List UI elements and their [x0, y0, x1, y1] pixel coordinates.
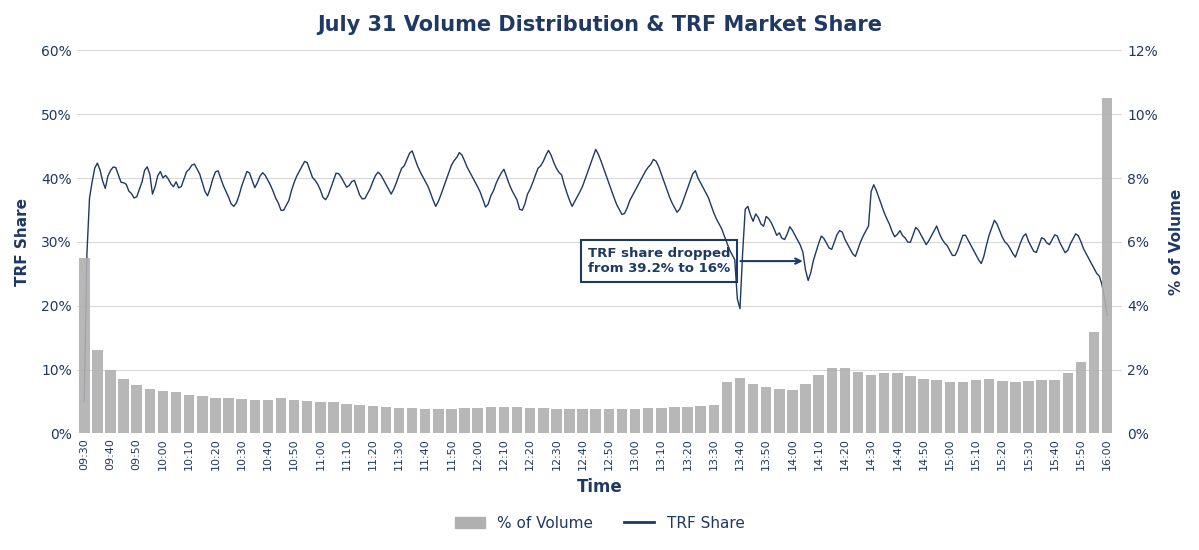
Bar — [643, 408, 653, 433]
Bar — [775, 389, 784, 433]
Bar — [342, 404, 351, 433]
Bar — [223, 398, 234, 433]
Bar — [433, 409, 444, 433]
Bar — [1023, 381, 1034, 433]
Bar — [145, 389, 155, 433]
Bar — [276, 398, 287, 433]
Bar — [971, 380, 981, 433]
Bar — [210, 398, 221, 433]
Bar — [852, 372, 863, 433]
Bar — [1062, 373, 1073, 433]
Bar — [158, 390, 168, 433]
Bar — [538, 408, 548, 433]
Bar — [329, 403, 338, 433]
Bar — [355, 405, 364, 433]
Bar — [616, 409, 627, 433]
Bar — [132, 386, 141, 433]
Bar — [761, 387, 771, 433]
Bar — [197, 397, 207, 433]
Bar — [590, 409, 601, 433]
X-axis label: Time: Time — [577, 478, 622, 497]
Bar — [932, 380, 942, 433]
Title: July 31 Volume Distribution & TRF Market Share: July 31 Volume Distribution & TRF Market… — [317, 15, 882, 35]
Bar — [682, 407, 693, 433]
Bar — [629, 409, 640, 433]
Bar — [92, 350, 103, 433]
Bar — [249, 400, 260, 433]
Bar — [106, 370, 116, 433]
Text: TRF share dropped
from 39.2% to 16%: TRF share dropped from 39.2% to 16% — [588, 247, 801, 275]
Y-axis label: TRF Share: TRF Share — [16, 198, 30, 286]
Bar — [472, 408, 483, 433]
Bar — [446, 409, 457, 433]
Bar — [905, 376, 916, 433]
Bar — [499, 407, 510, 433]
Bar — [788, 390, 797, 433]
Bar — [656, 408, 667, 433]
Bar — [839, 368, 850, 433]
Bar — [998, 381, 1007, 433]
Bar — [512, 407, 523, 433]
Bar — [603, 409, 614, 433]
Bar — [669, 407, 680, 433]
Bar — [263, 400, 273, 433]
Bar — [380, 408, 391, 433]
Bar — [722, 382, 733, 433]
Bar — [119, 379, 128, 433]
Bar — [826, 368, 837, 433]
Bar — [486, 407, 496, 433]
Bar — [1076, 362, 1086, 433]
Bar — [945, 382, 956, 433]
Bar — [315, 402, 326, 433]
Bar — [709, 405, 719, 433]
Y-axis label: % of Volume: % of Volume — [1169, 189, 1183, 295]
Bar — [918, 378, 929, 433]
Bar — [695, 406, 706, 433]
Bar — [866, 375, 876, 433]
Bar — [1049, 380, 1060, 433]
Bar — [393, 408, 404, 433]
Bar — [552, 409, 561, 433]
Bar — [1089, 332, 1099, 433]
Bar — [1102, 98, 1113, 433]
Bar — [984, 379, 994, 433]
Bar — [1010, 382, 1020, 433]
Bar — [525, 408, 536, 433]
Bar — [892, 373, 903, 433]
Bar — [578, 409, 588, 433]
Bar — [565, 409, 574, 433]
Bar — [958, 382, 968, 433]
Bar — [79, 258, 90, 433]
Bar — [170, 392, 181, 433]
Bar — [302, 402, 313, 433]
Bar — [1036, 379, 1047, 433]
Bar — [813, 375, 824, 433]
Bar — [735, 378, 746, 433]
Bar — [420, 409, 430, 433]
Bar — [800, 384, 811, 433]
Bar — [748, 384, 758, 433]
Bar — [368, 406, 378, 433]
Bar — [879, 373, 890, 433]
Bar — [183, 395, 194, 433]
Bar — [459, 408, 470, 433]
Legend: % of Volume, TRF Share: % of Volume, TRF Share — [448, 510, 751, 537]
Bar — [289, 400, 300, 433]
Bar — [406, 409, 417, 433]
Bar — [236, 399, 247, 433]
